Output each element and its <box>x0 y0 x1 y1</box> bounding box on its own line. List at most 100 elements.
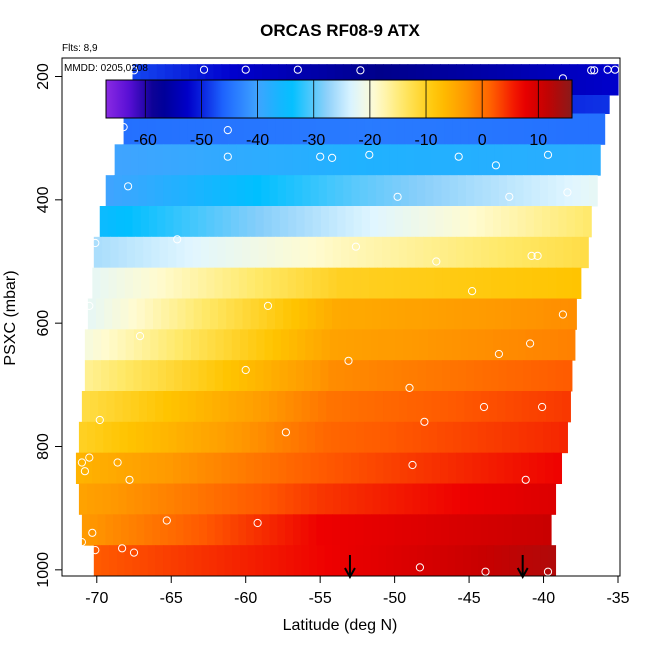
heatmap-cell <box>383 452 393 484</box>
heatmap-cell <box>87 298 97 330</box>
heatmap-cell <box>609 64 619 96</box>
heatmap-cell <box>247 206 256 238</box>
heatmap-cell <box>349 236 359 269</box>
heatmap-cell <box>168 421 178 454</box>
heatmap-cell <box>447 545 457 577</box>
heatmap-cell <box>515 483 525 515</box>
heatmap-cell <box>468 329 478 361</box>
heatmap-cell <box>214 360 224 392</box>
heatmap-cell <box>220 391 230 423</box>
x-tick-label: -65 <box>160 590 183 607</box>
heatmap-cell <box>418 514 427 546</box>
data-point <box>505 192 514 201</box>
data-point <box>543 567 553 576</box>
data-point <box>432 257 441 266</box>
heatmap-cell <box>326 391 335 423</box>
heatmap-cell <box>420 483 429 515</box>
heatmap-cell <box>409 360 419 392</box>
heatmap-cell <box>347 514 357 546</box>
heatmap-cell <box>527 144 536 176</box>
heatmap-cell <box>187 175 197 207</box>
heatmap-cell <box>509 329 519 361</box>
colorbar-tick-label: 10 <box>529 132 547 149</box>
heatmap-cell <box>359 175 369 207</box>
heatmap-cell <box>537 452 546 484</box>
heatmap-cell <box>309 483 318 515</box>
heatmap-cell <box>160 421 170 454</box>
data-point <box>85 301 94 310</box>
heatmap-cell <box>166 329 176 361</box>
heatmap-cell <box>457 514 466 546</box>
heatmap-cell <box>441 514 450 546</box>
heatmap-cell <box>493 545 503 577</box>
heatmap-cell <box>269 391 278 423</box>
colorbar-tick-label: -30 <box>302 132 325 149</box>
heatmap-cell <box>377 360 386 392</box>
heatmap-cell <box>478 144 488 176</box>
heatmap-cell <box>304 360 313 392</box>
heatmap-cell <box>223 329 233 361</box>
heatmap-cell <box>519 144 528 176</box>
heatmap-cell <box>543 144 553 176</box>
data-point <box>281 428 290 437</box>
heatmap-cell <box>133 329 143 361</box>
heatmap-cell <box>504 514 513 546</box>
heatmap-cell <box>201 545 210 577</box>
heatmap-cell <box>258 236 268 269</box>
heatmap-cell <box>419 329 429 361</box>
heatmap-cell <box>248 329 257 361</box>
heatmap-cell <box>441 175 451 207</box>
heatmap-cell <box>472 236 482 269</box>
heatmap-cell <box>220 175 230 207</box>
heatmap-cell <box>263 206 273 238</box>
heatmap-cell <box>102 483 112 515</box>
heatmap-cell <box>166 360 175 392</box>
heatmap-cell <box>179 391 189 423</box>
heatmap-cell <box>351 452 360 484</box>
heatmap-cell <box>394 514 404 546</box>
heatmap-cell <box>136 514 146 546</box>
heatmap-cell <box>507 175 516 207</box>
heatmap-cell <box>102 236 111 269</box>
heatmap-cell <box>90 391 99 423</box>
heatmap-cell <box>406 236 416 269</box>
heatmap-cell <box>575 144 585 176</box>
heatmap-cell <box>174 483 183 515</box>
heatmap-cell <box>583 144 593 176</box>
heatmap-cell <box>385 360 394 392</box>
heatmap-cell <box>228 175 238 207</box>
heatmap-cell <box>336 360 346 392</box>
heatmap-cell <box>164 452 174 484</box>
heatmap-cell <box>193 545 203 577</box>
heatmap-cell <box>113 514 122 546</box>
heatmap-cell <box>404 421 414 454</box>
heatmap-cell <box>409 545 418 577</box>
heatmap-cell <box>78 483 88 515</box>
heatmap-cell <box>140 206 150 238</box>
heatmap-cell <box>166 483 175 515</box>
heatmap-cell <box>556 113 566 145</box>
heatmap-cell <box>171 175 181 207</box>
heatmap-cell <box>105 175 115 207</box>
heatmap-cell <box>378 329 388 361</box>
heatmap-cell <box>217 236 227 269</box>
heatmap-cell <box>572 113 582 145</box>
y-axis: 200 400 600 800 1000 <box>35 63 62 588</box>
y-tick-label: 800 <box>35 433 52 460</box>
heatmap-cell <box>198 267 207 299</box>
data-point <box>135 332 145 341</box>
heatmap-cell <box>124 545 133 577</box>
heatmap-cell <box>204 175 213 207</box>
heatmap-cell <box>464 236 474 269</box>
heatmap-cell <box>191 329 200 361</box>
heatmap-cell <box>190 483 199 515</box>
data-point <box>125 475 134 484</box>
colorbar-ticks: -60 -50 -40 -30 -20 -10 0 10 <box>134 80 547 149</box>
heatmap-cell <box>417 360 427 392</box>
heatmap-cell <box>569 95 578 114</box>
heatmap-cell <box>577 64 587 96</box>
heatmap-cell <box>312 267 321 299</box>
x-tick-label: -70 <box>85 590 108 607</box>
heatmap-cell <box>448 236 457 269</box>
heatmap-cell <box>373 236 383 269</box>
